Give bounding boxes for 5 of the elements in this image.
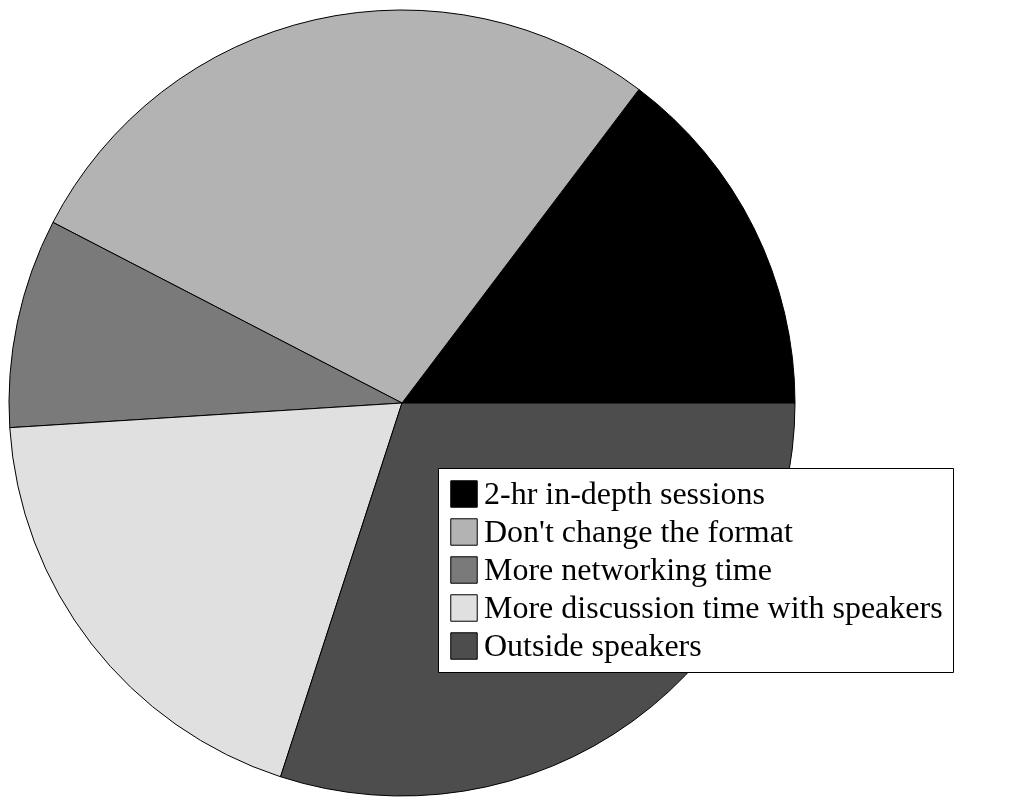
- legend-label: Outside speakers: [484, 627, 702, 663]
- legend-label: 2-hr in-depth sessions: [484, 475, 765, 511]
- legend-label: Don't change the format: [484, 513, 793, 549]
- legend-label: More networking time: [484, 551, 772, 587]
- legend-label: More discussion time with speakers: [484, 589, 943, 625]
